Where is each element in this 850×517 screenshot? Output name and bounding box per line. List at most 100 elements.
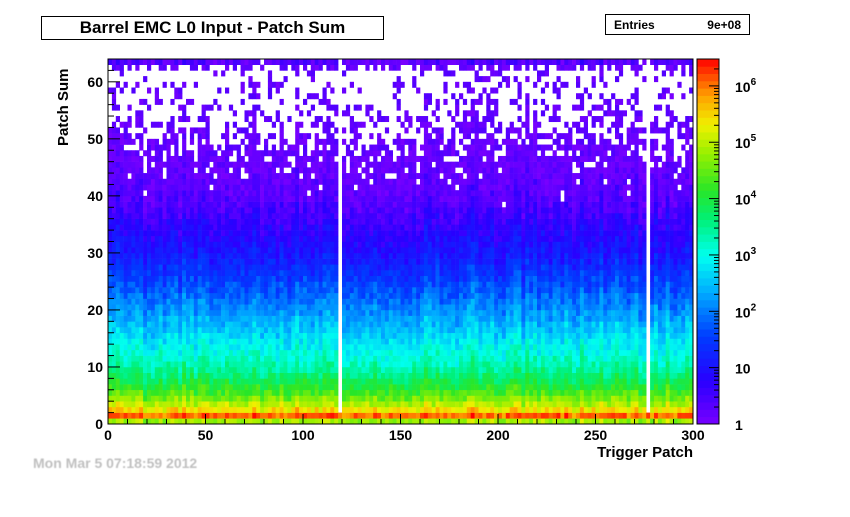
heatmap-cell — [232, 184, 237, 191]
heatmap-cell — [314, 412, 319, 419]
heatmap-cell — [404, 292, 409, 299]
heatmap-cell — [435, 298, 440, 305]
heatmap-cell — [299, 235, 304, 242]
heatmap-cell — [369, 372, 374, 379]
heatmap-cell — [349, 378, 354, 385]
heatmap-cell — [353, 304, 358, 311]
heatmap-cell — [474, 401, 479, 408]
heatmap-cell — [342, 287, 347, 294]
heatmap-cell — [201, 59, 206, 65]
heatmap-cell — [186, 395, 191, 402]
heatmap-cell — [178, 309, 183, 316]
heatmap-cell — [197, 338, 202, 345]
heatmap-cell — [236, 287, 241, 294]
heatmap-cell — [462, 270, 468, 277]
heatmap-cell — [310, 258, 315, 265]
heatmap-cell — [392, 298, 397, 305]
heatmap-cell — [135, 224, 140, 231]
heatmap-cell — [213, 70, 218, 77]
heatmap-cell — [182, 401, 187, 408]
heatmap-cell — [330, 212, 335, 219]
heatmap-cell — [158, 190, 163, 197]
heatmap-cell — [197, 138, 202, 145]
heatmap-cell — [154, 138, 159, 145]
heatmap-cell — [318, 178, 323, 185]
heatmap-cell — [388, 224, 393, 231]
heatmap-cell — [400, 212, 405, 219]
heatmap-cell — [404, 366, 409, 373]
heatmap-cell — [314, 116, 319, 123]
heatmap-cell — [119, 230, 124, 237]
heatmap-cell — [443, 366, 448, 373]
heatmap-cell — [205, 378, 210, 385]
heatmap-cell — [384, 247, 390, 254]
heatmap-cell — [271, 195, 276, 202]
heatmap-cell — [260, 110, 265, 117]
heatmap-cell — [166, 292, 171, 299]
heatmap-cell — [392, 384, 397, 391]
heatmap-cell — [119, 195, 124, 202]
heatmap-cell — [236, 389, 241, 396]
heatmap-cell — [264, 338, 269, 345]
heatmap-cell — [186, 389, 191, 396]
heatmap-cell — [470, 298, 475, 305]
heatmap-cell — [353, 412, 358, 419]
heatmap-cell — [111, 264, 117, 271]
heatmap-cell — [228, 395, 234, 402]
heatmap-cell — [310, 161, 315, 168]
heatmap-cell — [123, 127, 128, 134]
heatmap-cell — [330, 275, 335, 282]
heatmap-cell — [443, 412, 448, 419]
heatmap-cell — [108, 378, 113, 385]
heatmap-cell — [256, 401, 261, 408]
heatmap-cell — [334, 309, 339, 316]
heatmap-cell — [295, 201, 300, 208]
heatmap-cell — [310, 218, 315, 225]
heatmap-cell — [166, 59, 171, 65]
heatmap-cell — [162, 235, 167, 242]
heatmap-cell — [400, 150, 405, 157]
heatmap-cell — [166, 304, 171, 311]
heatmap-cell — [283, 150, 288, 157]
heatmap-cell — [447, 207, 452, 214]
heatmap-cell — [451, 212, 456, 219]
heatmap-cell — [213, 304, 218, 311]
heatmap-cell — [420, 190, 425, 197]
heatmap-cell — [252, 178, 257, 185]
heatmap-cell — [334, 372, 339, 379]
heatmap-cell — [427, 338, 432, 345]
heatmap-cell — [439, 292, 444, 299]
heatmap-cell — [427, 190, 432, 197]
heatmap-cell — [209, 212, 214, 219]
heatmap-cell — [447, 372, 452, 379]
heatmap-cell — [392, 218, 397, 225]
heatmap-cell — [345, 252, 351, 259]
heatmap-cell — [365, 315, 370, 322]
heatmap-cell — [283, 418, 288, 425]
heatmap-cell — [271, 304, 276, 311]
heatmap-cell — [303, 98, 308, 105]
heatmap-cell — [236, 372, 241, 379]
heatmap-cell — [459, 173, 464, 180]
heatmap-cell — [373, 298, 378, 305]
heatmap-cell — [283, 395, 288, 402]
heatmap-cell — [279, 201, 284, 208]
heatmap-cell — [154, 190, 159, 197]
heatmap-cell — [443, 252, 448, 259]
heatmap-cell — [408, 258, 413, 265]
heatmap-cell — [240, 161, 245, 168]
heatmap-cell — [412, 184, 417, 191]
heatmap-cell — [166, 275, 171, 282]
heatmap-cell — [166, 372, 171, 379]
heatmap-cell — [205, 401, 210, 408]
heatmap-cell — [213, 287, 218, 294]
heatmap-cell — [186, 264, 191, 271]
heatmap-cell — [287, 207, 292, 214]
heatmap-cell — [392, 235, 397, 242]
heatmap-cell — [111, 138, 117, 145]
heatmap-cell — [470, 104, 475, 111]
heatmap-cell — [377, 275, 382, 282]
heatmap-cell — [357, 321, 362, 328]
heatmap-cell — [443, 372, 448, 379]
heatmap-cell — [150, 378, 156, 385]
